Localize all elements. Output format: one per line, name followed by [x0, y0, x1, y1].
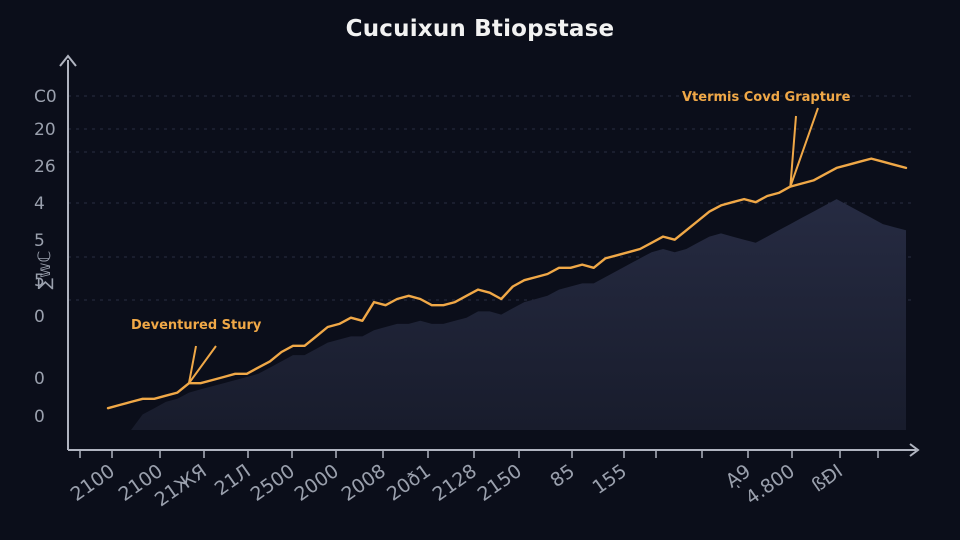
line-series — [106, 157, 908, 410]
y-tick-label: C0 — [34, 87, 57, 107]
area-series-fill — [108, 199, 906, 430]
x-tick-label: 2128 — [429, 460, 481, 506]
x-tick-label: 155 — [589, 460, 631, 499]
x-tick-label: 2500 — [247, 460, 299, 506]
axes — [59, 54, 920, 457]
x-tick-label: 2100 — [67, 460, 119, 506]
annotation-label: Deventured Stury — [131, 318, 262, 333]
annotation-label: Vtermis Covd Grapture — [682, 90, 851, 105]
y-tick-label: 4 — [34, 194, 45, 214]
y-tick-label: 5 — [34, 231, 45, 251]
y-tick-label: 0 — [34, 407, 45, 427]
chart-title: Cucuixun Btiopstase — [345, 16, 615, 42]
y-axis-label: ∑𝕨ℂ — [35, 250, 55, 289]
x-tick-label: 2150 — [474, 460, 526, 506]
x-tick-label: 85 — [546, 460, 578, 492]
y-tick-label: 0 — [34, 307, 45, 327]
x-tick-label: 4.800 — [742, 460, 799, 509]
x-tick-label: 2000 — [291, 460, 343, 506]
x-tick-label: 2008 — [338, 460, 390, 506]
y-tick-labels: C0 20 26 4 5 5 0 0 0 — [34, 87, 57, 427]
x-tick-label: 21Л — [211, 460, 255, 500]
annotation-pointer — [789, 107, 819, 187]
y-tick-label: 5 — [34, 271, 45, 291]
y-axis-arrow — [59, 54, 77, 67]
annotations: Deventured Stury Vtermis Covd Grapture — [131, 90, 851, 384]
x-tick-label: 21ЖЯ — [151, 460, 211, 511]
x-tick-label: ßÐI — [808, 460, 847, 497]
y-tick-label: 26 — [34, 157, 56, 177]
x-tick-label: 20ð1 — [383, 460, 435, 505]
y-tick-label: 0 — [34, 369, 45, 389]
annotation-pointer — [187, 345, 217, 384]
y-tick-label: 20 — [34, 120, 56, 140]
x-axis-arrow — [909, 443, 920, 457]
